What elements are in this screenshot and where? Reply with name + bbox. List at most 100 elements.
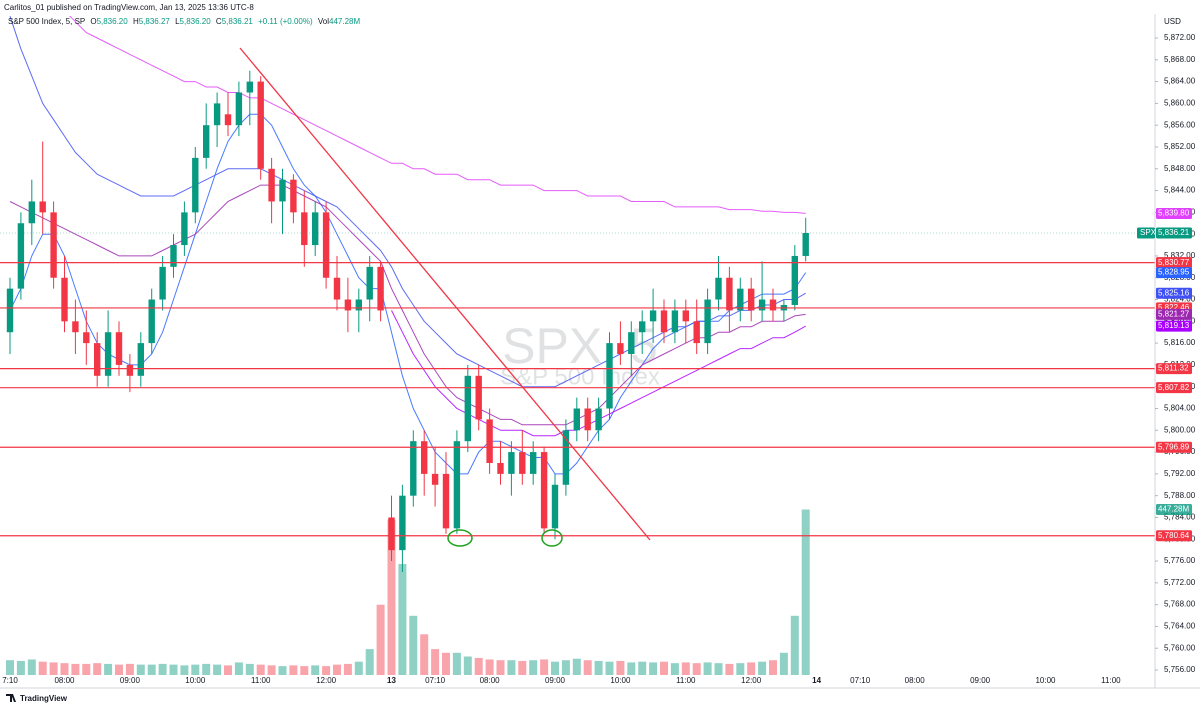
legend-key: L <box>175 17 180 26</box>
legend-title: S&P 500 Index, 5, SP <box>8 17 85 26</box>
volume-bar <box>398 564 407 675</box>
legend-key: Vol <box>318 17 329 26</box>
y-tick-label: 5,776.00 <box>1164 556 1196 565</box>
last-price-label: 5,836.21 <box>1158 228 1190 237</box>
volume-bar <box>681 662 690 675</box>
y-tick-label: 5,772.00 <box>1164 578 1196 587</box>
price-tag-label: 5,819.13 <box>1158 321 1190 330</box>
volume-bar <box>224 665 232 675</box>
volume-bar <box>213 664 222 675</box>
volume-bar <box>572 658 581 675</box>
volume-bar <box>540 659 549 675</box>
legend-value: 5,836.20 <box>97 17 129 26</box>
circle-annotation <box>541 529 563 547</box>
volume-bar <box>147 664 156 675</box>
candle-body <box>748 288 755 311</box>
volume-bar <box>485 659 494 675</box>
candle-body <box>192 157 199 213</box>
level-tag-label: 5,796.89 <box>1158 442 1190 451</box>
candle-body <box>573 408 580 431</box>
candle-body <box>39 201 46 213</box>
candle-body <box>235 92 243 126</box>
candle-body <box>442 473 450 529</box>
volume-bar <box>71 663 80 675</box>
legend-key: C <box>216 17 222 26</box>
candle-body <box>355 299 362 311</box>
y-tick-label: 5,860.00 <box>1164 99 1196 108</box>
candle-body <box>617 343 624 355</box>
volume-bar <box>725 663 734 675</box>
footer-bar <box>0 689 1200 707</box>
x-tick-label: 07:10 <box>850 676 871 685</box>
legend-value: 5,836.20 <box>180 17 212 26</box>
y-tick-label: 5,768.00 <box>1164 600 1196 609</box>
volume-bar <box>333 664 341 675</box>
candle-body <box>322 212 330 278</box>
volume-bar <box>627 662 636 675</box>
candle-body <box>682 310 689 322</box>
volume-bar <box>496 660 505 675</box>
x-tick-label: 09:00 <box>970 676 991 685</box>
candle-body <box>715 277 722 300</box>
candle-body <box>530 452 537 474</box>
x-tick-label: 13 <box>387 676 396 685</box>
volume-bar <box>16 660 25 675</box>
x-tick-label: 11:00 <box>676 676 696 685</box>
candle-body <box>519 452 526 474</box>
candle-body <box>6 288 14 333</box>
footer-brand: TradingView <box>20 694 68 703</box>
legend-change: +0.11 (+0.00%) <box>258 17 313 26</box>
candle-body <box>137 343 144 376</box>
x-tick-label: 08:00 <box>54 676 75 685</box>
candle-body <box>660 310 668 333</box>
candle-body <box>115 332 123 365</box>
candle-body <box>181 212 188 246</box>
candle-body <box>388 517 395 551</box>
candle-body <box>257 81 264 169</box>
indicator-line <box>68 16 806 214</box>
volume-tag-label: 447.28M <box>1158 505 1189 514</box>
x-tick-label: 12:00 <box>316 676 337 685</box>
watermark-name: S&P 500 Index <box>500 363 660 390</box>
y-tick-label: 5,792.00 <box>1164 469 1196 478</box>
candle-body <box>497 462 504 474</box>
volume-bar <box>38 661 47 675</box>
volume-bar <box>311 665 320 675</box>
x-tick-label: 11:00 <box>251 676 271 685</box>
candle-body <box>584 408 591 431</box>
candle-body <box>344 299 352 311</box>
volume-bar <box>365 649 374 675</box>
level-tag-label: 5,807.82 <box>1158 383 1190 392</box>
legend-key: O <box>90 17 96 26</box>
price-tag-label: 5,828.95 <box>1158 268 1190 277</box>
candle-body <box>61 277 68 322</box>
candle-body <box>50 212 57 278</box>
x-tick-label: 10:00 <box>185 676 206 685</box>
candle-body <box>421 441 428 474</box>
candle-body <box>693 321 700 344</box>
circle-annotation <box>447 529 473 547</box>
x-tick-label: 10:00 <box>610 676 631 685</box>
volume-bar <box>420 634 429 675</box>
y-tick-label: 5,872.00 <box>1164 33 1196 42</box>
volume-tag <box>1156 504 1192 516</box>
volume-bar <box>202 663 211 675</box>
volume-bar <box>551 661 559 675</box>
y-tick-label: 5,800.00 <box>1164 425 1196 434</box>
candle-body <box>410 441 417 496</box>
price-tag <box>1156 308 1192 320</box>
volume-bar <box>518 660 527 675</box>
candle-body <box>606 343 613 409</box>
volume-bar <box>60 663 69 675</box>
x-tick-label: 14 <box>812 676 821 685</box>
candle-body <box>639 321 646 333</box>
price-tag-label: 5,825.16 <box>1158 288 1190 297</box>
volume-bar <box>289 665 298 675</box>
volume-bar <box>376 604 385 675</box>
volume-bar <box>300 666 309 675</box>
level-tag <box>1156 363 1192 375</box>
x-tick-label: 09:00 <box>120 676 141 685</box>
level-tag <box>1156 382 1192 394</box>
candle-body <box>562 430 570 485</box>
volume-bar <box>49 662 58 675</box>
